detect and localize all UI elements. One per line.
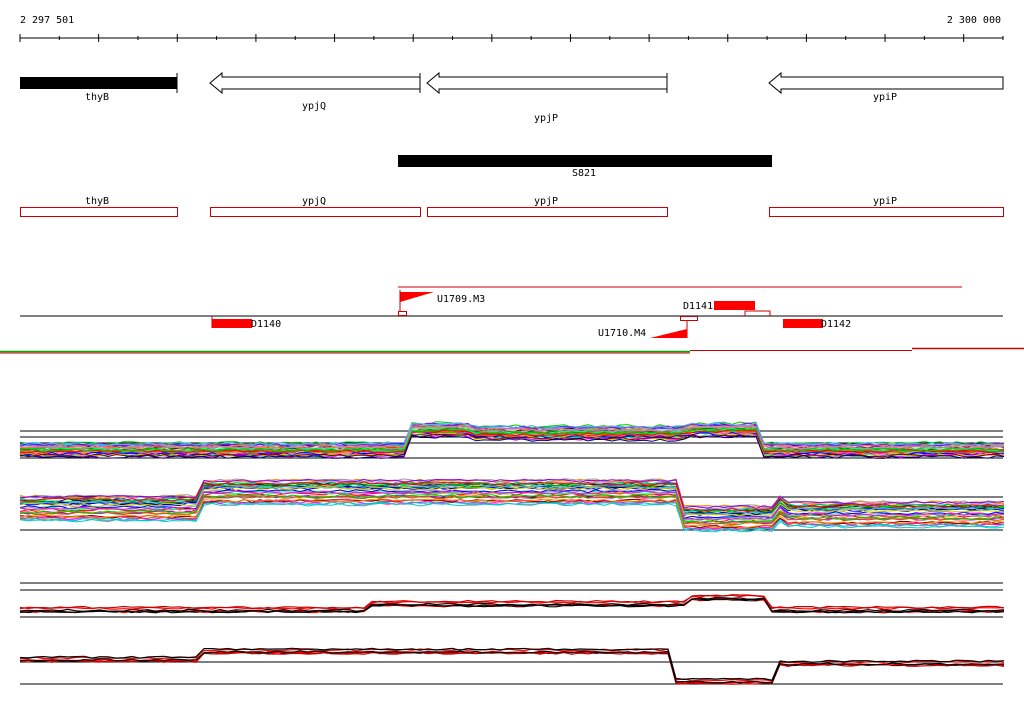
feature-D1142-block[interactable] [783, 319, 823, 328]
profile-trace [19, 498, 1005, 529]
feature-track: U1709.M3 D1140 D1141 U1710.M4 D1142 [20, 286, 1003, 339]
profile-trace [19, 485, 1005, 515]
gene-box-ypjQ-label: ypjQ [302, 196, 326, 207]
expression-profiles-lower [19, 582, 1005, 685]
profile-trace [19, 594, 1005, 610]
coordinate-ruler: 2 297 501 2 300 000 [19, 15, 1004, 42]
profile-trace [19, 481, 1005, 512]
profile-trace [19, 478, 1005, 509]
gene-ypjP-arrow[interactable] [426, 71, 668, 95]
profile-trace [19, 502, 1005, 533]
profile-trace [19, 430, 1005, 455]
feature-D1140-block[interactable] [212, 319, 252, 328]
profile-trace [19, 433, 1005, 458]
gene-box-ypjP[interactable] [427, 207, 668, 217]
profile-trace [19, 651, 1005, 685]
profile-trace [19, 421, 1005, 446]
profile-trace [19, 434, 1005, 459]
gene-ypjQ-label: ypjQ [302, 101, 326, 112]
region-S821-bar[interactable] [398, 155, 772, 167]
gene-ypiP-label: ypiP [873, 92, 897, 103]
profile-trace [19, 429, 1005, 454]
feature-U1710-base [680, 316, 698, 321]
feature-U1710-flag[interactable] [650, 329, 687, 338]
feature-D1141-label: D1141 [683, 301, 713, 312]
region-S821-label: S821 [572, 168, 596, 179]
profile-trace [19, 498, 1005, 529]
gene-ypiP-arrow[interactable] [768, 71, 1004, 95]
ruler-start-label: 2 297 501 [20, 15, 74, 26]
profile-trace [19, 490, 1005, 521]
profile-trace [19, 650, 1005, 684]
gene-track: thyB ypjQ ypjP ypiP [20, 71, 1004, 124]
profile-trace [19, 647, 1005, 681]
feature-U1710-label: U1710.M4 [598, 328, 646, 339]
feature-D1141-bracket [744, 310, 771, 316]
gene-box-thyB-label: thyB [85, 196, 109, 207]
gene-box-ypiP-label: ypiP [873, 196, 897, 207]
profile-trace [19, 425, 1005, 450]
gene-box-ypiP[interactable] [769, 207, 1004, 217]
profile-trace [19, 486, 1005, 517]
gene-ypjP-label: ypjP [534, 113, 558, 124]
feature-D1142-label: D1142 [821, 319, 851, 330]
expression-profiles-upper [19, 421, 1005, 533]
profile-trace [19, 493, 1005, 524]
region-track: S821 [398, 155, 772, 179]
profile-trace [19, 427, 1005, 452]
track-separator [0, 347, 1024, 354]
feature-D1140-label: D1140 [251, 319, 281, 330]
gene-box-track: thyB ypjQ ypjP ypiP [20, 196, 1004, 217]
ruler-ticks [19, 34, 1004, 42]
gene-box-ypjP-label: ypjP [534, 196, 558, 207]
gene-box-ypjQ[interactable] [210, 207, 421, 217]
feature-U1709-base [398, 311, 407, 316]
gene-thyB-bar[interactable] [20, 77, 177, 89]
profile-trace [19, 597, 1005, 614]
feature-U1709-flag[interactable] [400, 292, 434, 302]
gene-thyB-label: thyB [85, 92, 109, 103]
profile-trace [19, 596, 1005, 612]
feature-U1709-label: U1709.M3 [437, 294, 485, 305]
gene-box-thyB[interactable] [20, 207, 178, 217]
feature-D1141-block[interactable] [714, 301, 755, 310]
gene-ypjQ-arrow[interactable] [209, 71, 421, 95]
ruler-end-label: 2 300 000 [947, 15, 1001, 26]
